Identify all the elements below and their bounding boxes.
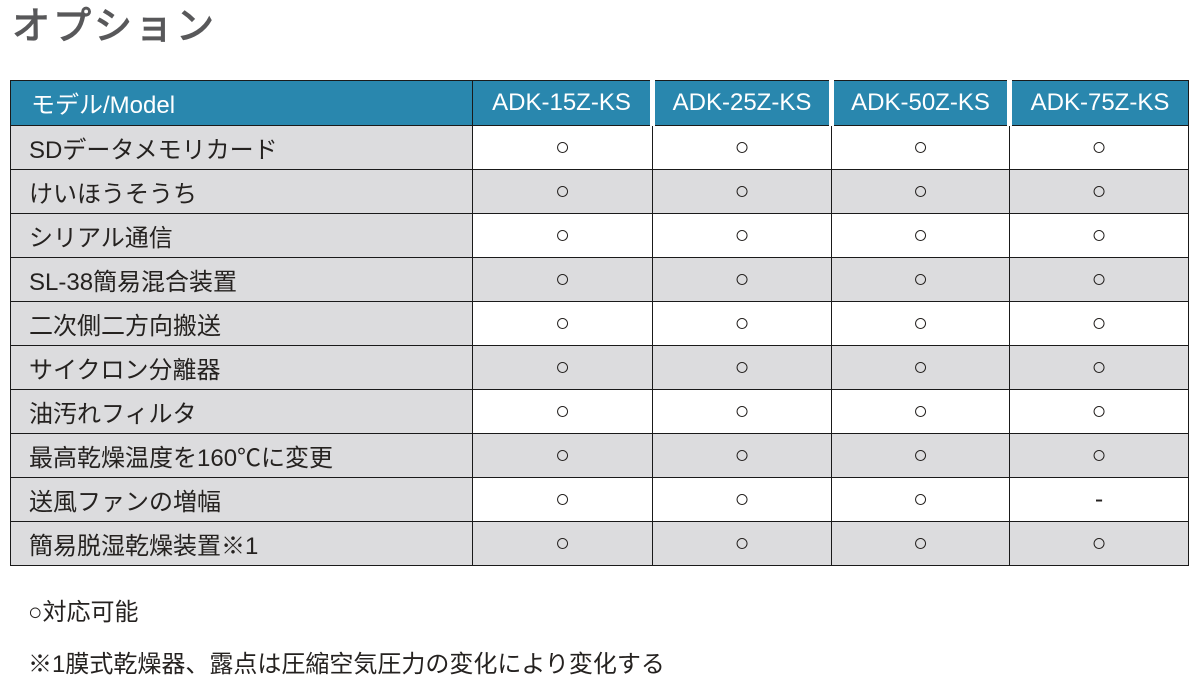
availability-circle: ○ bbox=[831, 124, 1010, 170]
availability-circle: ○ bbox=[652, 300, 832, 346]
legend-footnote: ※1膜式乾燥器、露点は圧縮空気圧力の変化により変化する bbox=[28, 650, 665, 678]
availability-circle: ○ bbox=[831, 168, 1010, 214]
legend: ○対応可能 ※1膜式乾燥器、露点は圧縮空気圧力の変化により変化する bbox=[28, 592, 1198, 679]
availability-circle: ○ bbox=[652, 432, 832, 478]
row-label: 最高乾燥温度を160℃に変更 bbox=[10, 432, 473, 478]
row-label: 油汚れフィルタ bbox=[10, 388, 473, 434]
table-header: モデル/Model ADK-15Z-KS ADK-25Z-KS ADK-50Z-KS… bbox=[10, 79, 1189, 126]
availability-circle: ○ bbox=[472, 476, 653, 522]
table-row: 最高乾燥温度を160℃に変更 ○ ○ ○ ○ bbox=[10, 432, 1189, 478]
availability-circle: ○ bbox=[831, 300, 1010, 346]
availability-circle: ○ bbox=[652, 168, 832, 214]
availability-circle: ○ bbox=[472, 344, 653, 390]
header-col-adk-15z-ks: ADK-15Z-KS bbox=[472, 79, 653, 126]
availability-circle: ○ bbox=[652, 344, 832, 390]
table-row: SDデータメモリカード ○ ○ ○ ○ bbox=[10, 124, 1189, 170]
header-col-adk-50z-ks: ADK-50Z-KS bbox=[829, 79, 1010, 126]
header-row: モデル/Model ADK-15Z-KS ADK-25Z-KS ADK-50Z-KS… bbox=[10, 79, 1189, 126]
availability-circle: ○ bbox=[472, 300, 653, 346]
table-row: 二次側二方向搬送 ○ ○ ○ ○ bbox=[10, 300, 1189, 346]
availability-circle: ○ bbox=[652, 520, 832, 566]
row-label: けいほうそうち bbox=[10, 168, 473, 214]
availability-circle: ○ bbox=[831, 520, 1010, 566]
availability-circle: ○ bbox=[652, 256, 832, 302]
table-row: 油汚れフィルタ ○ ○ ○ ○ bbox=[10, 388, 1189, 434]
row-label: シリアル通信 bbox=[10, 212, 473, 258]
availability-circle: ○ bbox=[652, 212, 832, 258]
table-row: サイクロン分離器 ○ ○ ○ ○ bbox=[10, 344, 1189, 390]
availability-circle: ○ bbox=[831, 432, 1010, 478]
availability-circle: ○ bbox=[472, 432, 653, 478]
table-body: SDデータメモリカード ○ ○ ○ ○ けいほうそうち ○ ○ ○ ○ シリアル通信 ○ ○ ○ ○ SL-3… bbox=[10, 124, 1189, 566]
row-label: SDデータメモリカード bbox=[10, 124, 473, 170]
availability-circle: ○ bbox=[1009, 432, 1189, 478]
row-label: 簡易脱湿乾燥装置※1 bbox=[10, 520, 473, 566]
row-label: SL-38簡易混合装置 bbox=[10, 256, 473, 302]
availability-circle: ○ bbox=[472, 388, 653, 434]
availability-circle: ○ bbox=[831, 344, 1010, 390]
table-row: 簡易脱湿乾燥装置※1 ○ ○ ○ ○ bbox=[10, 520, 1189, 566]
header-col-adk-25z-ks: ADK-25Z-KS bbox=[650, 79, 832, 126]
availability-circle: ○ bbox=[1009, 256, 1189, 302]
header-col-adk-75z-ks: ADK-75Z-KS bbox=[1007, 79, 1189, 126]
row-label: 送風ファンの増幅 bbox=[10, 476, 473, 522]
availability-circle: ○ bbox=[1009, 520, 1189, 566]
availability-circle: ○ bbox=[831, 476, 1010, 522]
row-label: 二次側二方向搬送 bbox=[10, 300, 473, 346]
availability-circle: ○ bbox=[652, 124, 832, 170]
availability-circle: ○ bbox=[652, 388, 832, 434]
table-row: シリアル通信 ○ ○ ○ ○ bbox=[10, 212, 1189, 258]
availability-circle: ○ bbox=[831, 388, 1010, 434]
page-title: オプション bbox=[12, 6, 218, 48]
legend-circle-meaning: ○対応可能 bbox=[28, 598, 139, 626]
availability-circle: ○ bbox=[1009, 388, 1189, 434]
table-row: SL-38簡易混合装置 ○ ○ ○ ○ bbox=[10, 256, 1189, 302]
availability-circle: ○ bbox=[472, 256, 653, 302]
availability-circle: ○ bbox=[652, 476, 832, 522]
availability-circle: ○ bbox=[1009, 124, 1189, 170]
availability-circle: ○ bbox=[472, 124, 653, 170]
availability-circle: ○ bbox=[831, 256, 1010, 302]
header-model-label: モデル/Model bbox=[10, 79, 473, 126]
availability-circle: ○ bbox=[1009, 212, 1189, 258]
availability-circle: ○ bbox=[831, 212, 1010, 258]
availability-dash: - bbox=[1009, 476, 1189, 522]
table-row: けいほうそうち ○ ○ ○ ○ bbox=[10, 168, 1189, 214]
table-row: 送風ファンの増幅 ○ ○ ○ - bbox=[10, 476, 1189, 522]
availability-circle: ○ bbox=[472, 520, 653, 566]
options-table: モデル/Model ADK-15Z-KS ADK-25Z-KS ADK-50Z-KS… bbox=[10, 79, 1189, 566]
row-label: サイクロン分離器 bbox=[10, 344, 473, 390]
availability-circle: ○ bbox=[1009, 344, 1189, 390]
page: オプション モデル/Model ADK-15Z-KS ADK-25Z-KS ADK-… bbox=[0, 6, 1198, 681]
availability-circle: ○ bbox=[1009, 300, 1189, 346]
availability-circle: ○ bbox=[1009, 168, 1189, 214]
availability-circle: ○ bbox=[472, 212, 653, 258]
availability-circle: ○ bbox=[472, 168, 653, 214]
